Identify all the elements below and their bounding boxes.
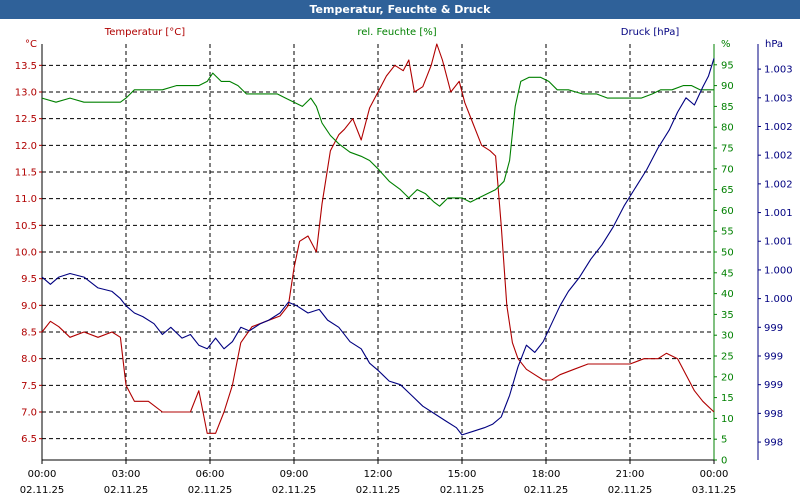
pressure-tick-label: 999 — [764, 352, 783, 363]
humidity-tick-label: 20 — [721, 372, 734, 383]
series-line-humidity — [41, 72, 714, 207]
x-tick-time: 18:00 — [532, 469, 561, 480]
pressure-tick-label: 998 — [764, 438, 783, 449]
pressure-unit-label: hPa — [765, 39, 783, 50]
pressure-tick-label: 1.000 — [764, 294, 793, 305]
temperature-unit-label: °C — [25, 39, 37, 50]
pressure-tick-label: 1.003 — [764, 93, 793, 104]
temperature-tick-label: 6.5 — [21, 434, 37, 445]
temperature-tick-label: 7.0 — [21, 408, 37, 419]
humidity-tick-label: 0 — [721, 456, 727, 467]
humidity-tick-label: 10 — [721, 414, 734, 425]
pressure-tick-label: 999 — [764, 380, 783, 391]
pressure-tick-label: 1.001 — [764, 208, 793, 219]
temperature-tick-label: 12.0 — [15, 141, 37, 152]
temperature-tick-label: 10.5 — [15, 221, 37, 232]
humidity-tick-label: 75 — [721, 144, 734, 155]
pressure-tick-label: 1.000 — [764, 265, 793, 276]
x-tick-date: 02.11.25 — [104, 485, 149, 496]
temperature-tick-label: 12.5 — [15, 114, 37, 125]
humidity-tick-label: 65 — [721, 185, 734, 196]
temperature-tick-label: 8.0 — [21, 354, 37, 365]
humidity-tick-label: 30 — [721, 331, 734, 342]
humidity-tick-label: 25 — [721, 352, 734, 363]
x-tick-time: 12:00 — [364, 469, 393, 480]
temperature-tick-label: 7.5 — [21, 381, 37, 392]
x-tick-time: 21:00 — [616, 469, 645, 480]
temperature-tick-label: 9.0 — [21, 301, 37, 312]
legend-temperature: Temperatur [°C] — [104, 27, 185, 38]
temperature-tick-label: 11.0 — [15, 194, 37, 205]
humidity-tick-label: 45 — [721, 268, 734, 279]
temperature-tick-label: 8.5 — [21, 328, 37, 339]
x-tick-date: 02.11.25 — [20, 485, 65, 496]
window-title: Temperatur, Feuchte & Druck — [0, 0, 800, 19]
humidity-tick-label: 55 — [721, 227, 734, 238]
series-line-pressure — [41, 58, 715, 436]
x-tick-time: 06:00 — [196, 469, 225, 480]
x-tick-date: 02.11.25 — [188, 485, 233, 496]
pressure-tick-label: 999 — [764, 323, 783, 334]
temperature-tick-label: 10.0 — [15, 248, 37, 259]
x-tick-date: 02.11.25 — [272, 485, 317, 496]
humidity-tick-label: 70 — [721, 164, 734, 175]
humidity-tick-label: 15 — [721, 393, 734, 404]
pressure-tick-label: 1.002 — [764, 179, 793, 190]
pressure-tick-label: 1.001 — [764, 237, 793, 248]
humidity-tick-label: 50 — [721, 248, 734, 259]
legend-humidity: rel. Feuchte [%] — [357, 27, 436, 38]
temperature-tick-label: 9.5 — [21, 274, 37, 285]
x-tick-date: 02.11.25 — [356, 485, 401, 496]
x-tick-time: 15:00 — [448, 469, 477, 480]
x-tick-time: 09:00 — [280, 469, 309, 480]
humidity-tick-label: 60 — [721, 206, 734, 217]
humidity-unit-label: % — [721, 39, 731, 50]
pressure-tick-label: 1.003 — [764, 65, 793, 76]
x-tick-time: 03:00 — [112, 469, 141, 480]
x-tick-date: 02.11.25 — [608, 485, 653, 496]
temperature-tick-label: 13.5 — [15, 61, 37, 72]
x-tick-date: 02.11.25 — [524, 485, 569, 496]
humidity-tick-label: 95 — [721, 60, 734, 71]
temperature-tick-label: 11.5 — [15, 168, 37, 179]
x-tick-time: 00:00 — [700, 469, 729, 480]
x-tick-time: 00:00 — [28, 469, 57, 480]
axes — [39, 44, 761, 464]
humidity-tick-label: 85 — [721, 102, 734, 113]
x-tick-date: 03.11.25 — [692, 485, 737, 496]
pressure-tick-label: 1.002 — [764, 122, 793, 133]
series-line-temperature — [41, 43, 715, 434]
pressure-tick-label: 998 — [764, 409, 783, 420]
legend-pressure: Druck [hPa] — [621, 27, 680, 38]
humidity-tick-label: 80 — [721, 123, 734, 134]
pressure-tick-label: 1.002 — [764, 151, 793, 162]
series-group — [41, 43, 715, 436]
humidity-tick-label: 40 — [721, 289, 734, 300]
humidity-tick-label: 35 — [721, 310, 734, 321]
temperature-tick-label: 13.0 — [15, 88, 37, 99]
humidity-tick-label: 90 — [721, 81, 734, 92]
humidity-tick-label: 5 — [721, 435, 727, 446]
labels: 6.5 7.0 7.5 8.0 8.5 9.0 9.5 10.0 10.5 11.0 11.5 12.… — [15, 27, 793, 496]
x-tick-date: 02.11.25 — [440, 485, 485, 496]
